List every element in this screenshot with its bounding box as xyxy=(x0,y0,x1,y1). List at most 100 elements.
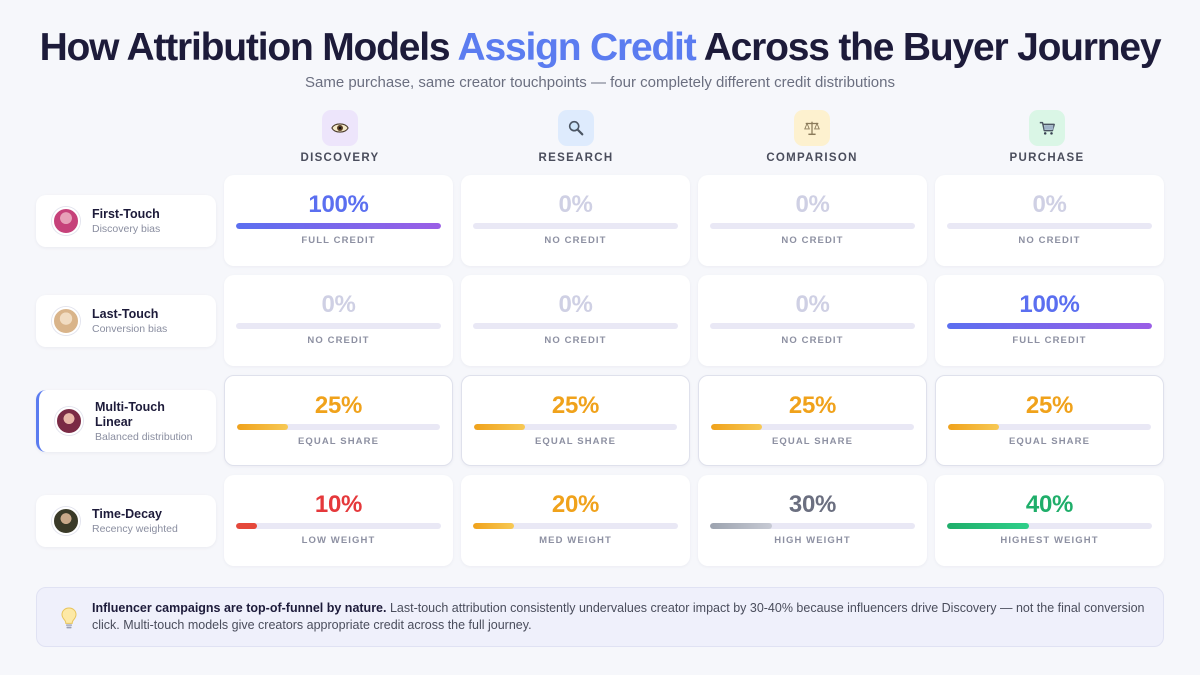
credit-label: MED WEIGHT xyxy=(539,535,612,546)
page-title: How Attribution Models Assign Credit Acr… xyxy=(0,26,1200,70)
credit-value: 0% xyxy=(1032,191,1067,218)
credit-value: 100% xyxy=(1019,291,1080,318)
model-name: Last-Touch xyxy=(92,307,159,321)
credit-bar-track xyxy=(236,223,441,229)
model-name: Multi-Touch Linear xyxy=(95,399,165,429)
credit-bar-fill xyxy=(474,424,525,430)
title-part-2: Across the Buyer Journey xyxy=(695,26,1162,69)
credit-bar-fill xyxy=(710,523,772,529)
title-part-1: How Attribution Models xyxy=(39,26,458,69)
model-last-touch: Last-Touch Conversion bias xyxy=(36,295,216,347)
credit-value: 0% xyxy=(558,291,593,318)
model-description: Recency weighted xyxy=(92,523,178,535)
credit-cell-multi-touch-linear-discovery: 25% EQUAL SHARE xyxy=(224,375,453,466)
credit-bar-track xyxy=(473,523,678,529)
credit-label: FULL CREDIT xyxy=(1012,335,1087,346)
credit-bar-track xyxy=(711,424,914,430)
page-subtitle: Same purchase, same creator touchpoints … xyxy=(304,74,895,91)
credit-value: 0% xyxy=(321,291,356,318)
stage-label: DISCOVERY xyxy=(300,152,380,164)
credit-cell-time-decay-research: 20% MED WEIGHT xyxy=(461,475,690,566)
stage-header-comparison: COMPARISON xyxy=(698,110,926,164)
credit-cell-first-touch-research: 0% NO CREDIT xyxy=(461,175,690,266)
credit-label: EQUAL SHARE xyxy=(1008,436,1091,447)
credit-bar-fill xyxy=(711,424,762,430)
credit-label: HIGH WEIGHT xyxy=(774,535,851,546)
credit-cell-last-touch-research: 0% NO CREDIT xyxy=(461,275,690,366)
credit-bar-track xyxy=(947,523,1152,529)
credit-label: FULL CREDIT xyxy=(301,235,376,246)
model-description: Balanced distribution xyxy=(95,430,193,443)
credit-label: NO CREDIT xyxy=(781,335,844,346)
insight-body: Last-touch attribution consistently unde… xyxy=(92,601,1145,632)
model-first-touch: First-Touch Discovery bias xyxy=(36,195,216,247)
insight-headline: Influencer campaigns are top-of-funnel b… xyxy=(92,601,387,615)
credit-label: HIGHEST WEIGHT xyxy=(1000,535,1099,546)
credit-cell-time-decay-comparison: 30% HIGH WEIGHT xyxy=(698,475,927,566)
credit-cell-multi-touch-linear-comparison: 25% EQUAL SHARE xyxy=(698,375,927,466)
credit-bar-fill xyxy=(237,424,288,430)
credit-bar-track xyxy=(948,424,1151,430)
credit-bar-fill xyxy=(947,323,1152,329)
credit-label: EQUAL SHARE xyxy=(297,436,380,447)
model-multi-touch-linear: Multi-Touch Linear Balanced distribution xyxy=(36,390,216,452)
credit-value: 30% xyxy=(788,491,837,518)
avatar xyxy=(52,207,80,235)
credit-value: 100% xyxy=(308,191,369,218)
credit-value: 25% xyxy=(314,392,363,419)
credit-label: NO CREDIT xyxy=(1018,235,1081,246)
credit-bar-track xyxy=(237,424,440,430)
stage-header-discovery: DISCOVERY xyxy=(226,110,454,164)
credit-value: 25% xyxy=(788,392,837,419)
cart-icon xyxy=(1029,110,1065,146)
credit-label: NO CREDIT xyxy=(781,235,844,246)
credit-bar-track xyxy=(947,323,1152,329)
credit-cell-time-decay-purchase: 40% HIGHEST WEIGHT xyxy=(935,475,1164,566)
credit-bar-track xyxy=(236,523,441,529)
credit-bar-track xyxy=(947,223,1152,229)
credit-value: 0% xyxy=(558,191,593,218)
model-description: Conversion bias xyxy=(92,323,168,335)
stage-header-research: RESEARCH xyxy=(462,110,690,164)
credit-value: 10% xyxy=(314,491,363,518)
credit-value: 25% xyxy=(551,392,600,419)
credit-label: LOW WEIGHT xyxy=(301,535,376,546)
credit-value: 0% xyxy=(795,191,830,218)
credit-value: 20% xyxy=(551,491,600,518)
credit-bar-fill xyxy=(236,523,257,529)
insight-text: Influencer campaigns are top-of-funnel b… xyxy=(92,600,1147,634)
credit-cell-first-touch-comparison: 0% NO CREDIT xyxy=(698,175,927,266)
credit-cell-first-touch-purchase: 0% NO CREDIT xyxy=(935,175,1164,266)
credit-cell-first-touch-discovery: 100% FULL CREDIT xyxy=(224,175,453,266)
magnifier-icon xyxy=(558,110,594,146)
credit-value: 40% xyxy=(1025,491,1074,518)
credit-bar-track xyxy=(710,523,915,529)
credit-cell-multi-touch-linear-purchase: 25% EQUAL SHARE xyxy=(935,375,1164,466)
stage-label: RESEARCH xyxy=(538,152,614,164)
credit-value: 0% xyxy=(795,291,830,318)
avatar xyxy=(55,407,83,435)
credit-bar-track xyxy=(710,223,915,229)
credit-bar-track xyxy=(236,323,441,329)
credit-label: NO CREDIT xyxy=(544,235,607,246)
stage-label: COMPARISON xyxy=(766,152,858,164)
credit-cell-time-decay-discovery: 10% LOW WEIGHT xyxy=(224,475,453,566)
model-description: Discovery bias xyxy=(92,223,161,235)
credit-cell-last-touch-comparison: 0% NO CREDIT xyxy=(698,275,927,366)
credit-bar-fill xyxy=(236,223,441,229)
scales-icon xyxy=(794,110,830,146)
credit-label: NO CREDIT xyxy=(307,335,370,346)
credit-cell-multi-touch-linear-research: 25% EQUAL SHARE xyxy=(461,375,690,466)
credit-bar-fill xyxy=(473,523,514,529)
model-name: First-Touch xyxy=(92,207,160,221)
credit-label: EQUAL SHARE xyxy=(534,436,617,447)
avatar xyxy=(52,307,80,335)
credit-label: EQUAL SHARE xyxy=(771,436,854,447)
credit-cell-last-touch-discovery: 0% NO CREDIT xyxy=(224,275,453,366)
credit-bar-track xyxy=(473,323,678,329)
credit-cell-last-touch-purchase: 100% FULL CREDIT xyxy=(935,275,1164,366)
credit-bar-fill xyxy=(947,523,1029,529)
stage-label: PURCHASE xyxy=(1009,152,1085,164)
lightbulb-icon xyxy=(61,607,77,629)
insight-banner: Influencer campaigns are top-of-funnel b… xyxy=(36,587,1164,647)
